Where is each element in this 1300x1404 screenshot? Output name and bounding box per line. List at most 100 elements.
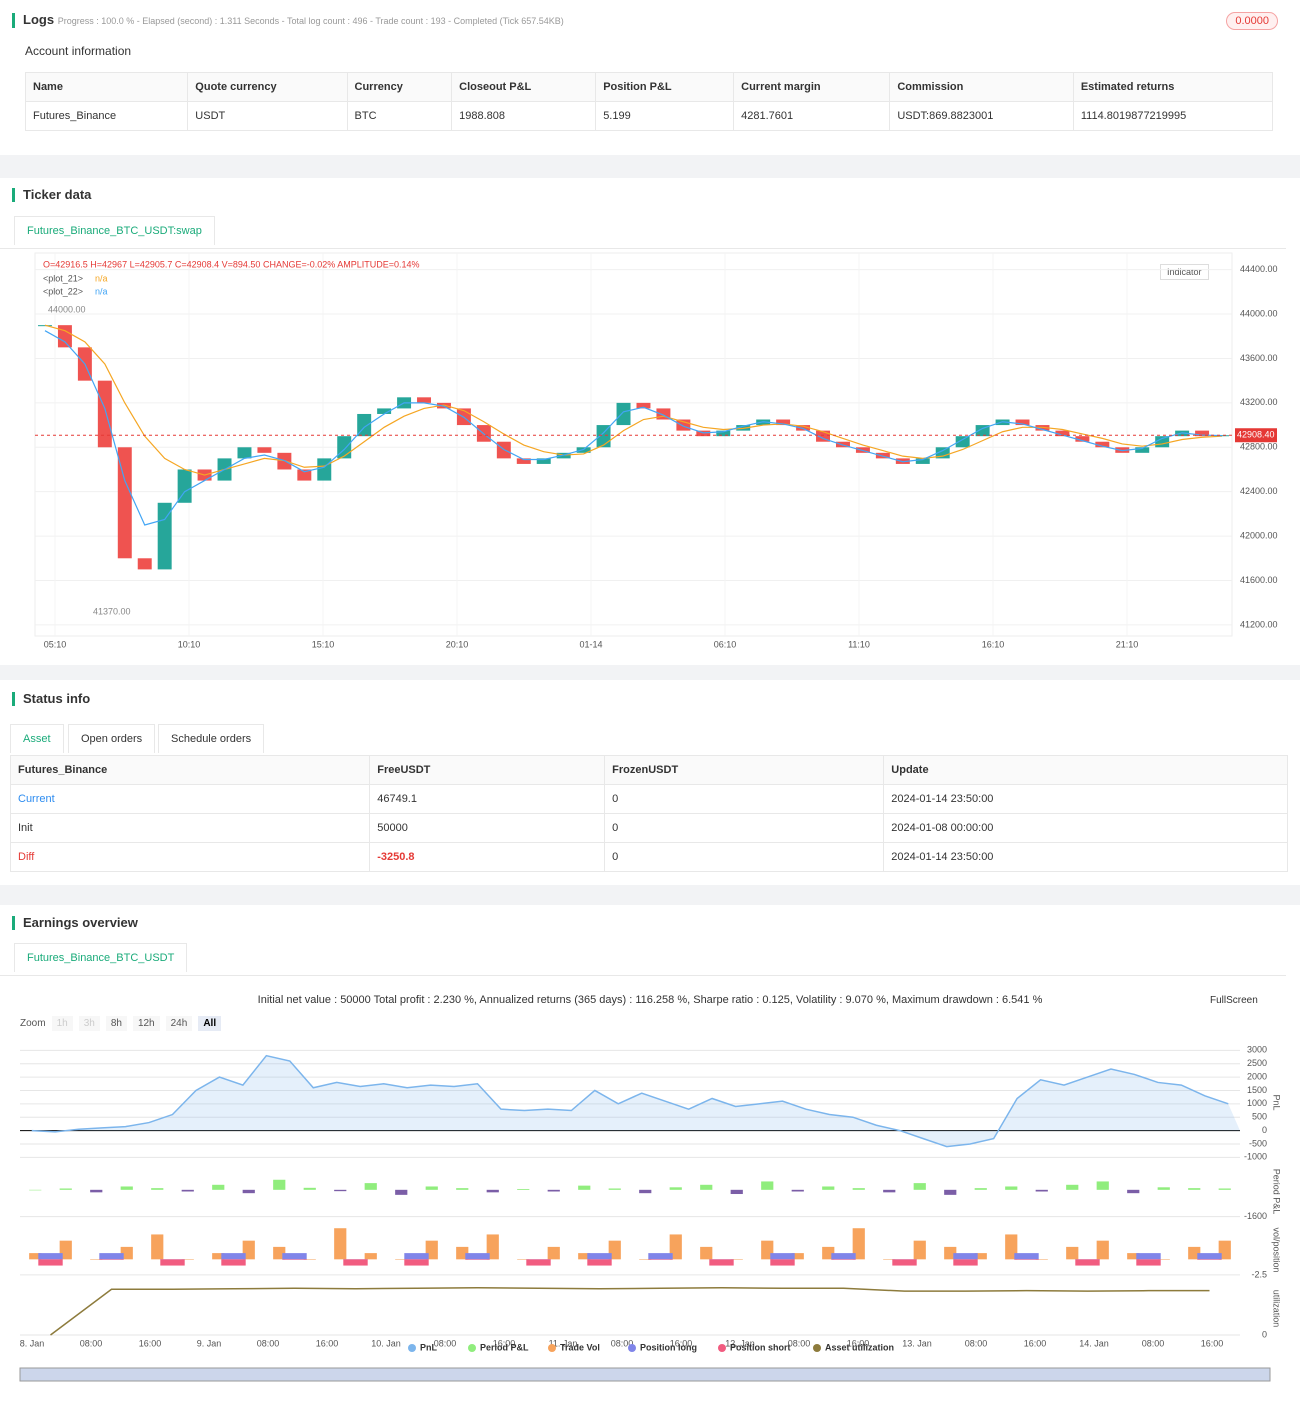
bar: [700, 1184, 713, 1190]
legend-marker: [628, 1344, 636, 1352]
y-tick-label: 41600.00: [1240, 575, 1278, 585]
axis-label: utilization: [1272, 1290, 1282, 1328]
x-tick-label: 16:00: [1201, 1338, 1224, 1348]
y-tick-label: -1600: [1244, 1211, 1267, 1221]
bar: [639, 1189, 652, 1194]
bar: [526, 1259, 551, 1266]
bar: [465, 1259, 490, 1260]
x-tick-label: 16:00: [316, 1338, 339, 1348]
bar: [1014, 1253, 1039, 1260]
legend-label[interactable]: Trade Vol: [560, 1342, 600, 1352]
bar: [273, 1179, 286, 1190]
badge: 0.0000: [1226, 12, 1278, 30]
bar: [29, 1189, 42, 1191]
bar: [709, 1259, 734, 1266]
bar: [730, 1189, 743, 1195]
legend-label[interactable]: Position long: [640, 1342, 697, 1352]
cell: Diff: [9, 842, 371, 872]
candle: [636, 402, 651, 409]
y-tick-label: 44400.00: [1240, 264, 1278, 274]
bar: [587, 1253, 612, 1260]
bar: [639, 1259, 652, 1260]
x-tick-label: 14. Jan: [1079, 1338, 1109, 1348]
bar: [38, 1253, 63, 1260]
bar: [212, 1184, 225, 1190]
bar: [486, 1189, 499, 1193]
bar: [282, 1253, 307, 1260]
y-tick-label: 0: [1262, 1125, 1267, 1135]
status-tab[interactable]: Asset: [10, 724, 64, 753]
zoom-button[interactable]: All: [198, 1016, 222, 1031]
y-tick-label: 0: [1262, 1329, 1267, 1339]
zoom-button[interactable]: 1h: [51, 1016, 73, 1031]
cell: Futures_Binance: [24, 101, 189, 131]
bar: [1005, 1234, 1018, 1260]
legend-label[interactable]: Asset utilization: [825, 1342, 894, 1352]
candle: [616, 402, 631, 426]
ticker-section: Ticker data Futures_Binance_BTC_USDT:swa…: [0, 178, 1300, 665]
x-tick-label: 9. Jan: [197, 1338, 222, 1348]
row: Futures_Binance USDT BTC 1988.808 5.199 4281.…: [24, 101, 1274, 131]
bar: [669, 1234, 682, 1260]
legend-marker: [813, 1344, 821, 1352]
bar: [770, 1259, 795, 1266]
candle: [536, 458, 551, 464]
cell: -3250.8: [369, 842, 606, 872]
y-tick-label: -500: [1249, 1138, 1267, 1148]
candle: [177, 469, 192, 503]
earnings-chart: 3000 2500 2000 1500 1000 500 0 -500 -1000 PnL -160…: [19, 1045, 1282, 1382]
column-header: Quote currency: [187, 72, 348, 102]
row: Diff -3250.8 0 2024-01-14 23:50:00: [9, 842, 1288, 872]
bar: [669, 1187, 682, 1190]
price-chart: 41200.00 41600.00 42000.00 42400.00 42800.00…: [34, 252, 1278, 649]
cell: USDT:869.8823001: [889, 101, 1074, 131]
bar: [700, 1246, 713, 1260]
bar: [974, 1253, 987, 1260]
bar: [1127, 1189, 1140, 1194]
earnings-tab[interactable]: Futures_Binance_BTC_USDT: [14, 943, 188, 972]
fullscreen[interactable]: FullScreen: [1210, 995, 1258, 1006]
candle: [1075, 436, 1090, 442]
indicator-button[interactable]: Indicator: [1160, 264, 1209, 280]
zoom-button[interactable]: 24h: [165, 1016, 193, 1031]
legend-label[interactable]: Position short: [730, 1342, 791, 1352]
column-header: Closeout P&L: [451, 72, 597, 102]
bar: [1157, 1187, 1170, 1190]
zoom-button[interactable]: 3h: [78, 1016, 100, 1031]
legend-label[interactable]: PnL: [420, 1342, 438, 1352]
cell: Current: [9, 784, 371, 814]
utilization-line: [50, 1287, 1210, 1336]
status-tab[interactable]: Open orders: [68, 724, 156, 753]
bar: [587, 1259, 612, 1266]
bar: [160, 1259, 185, 1266]
x-tick-label: 15:10: [312, 639, 335, 649]
bar: [831, 1253, 856, 1260]
bar: [334, 1189, 347, 1192]
ticker-tab[interactable]: Futures_Binance_BTC_USDT:swap: [14, 216, 215, 245]
bar: [343, 1259, 368, 1266]
bar: [404, 1259, 429, 1266]
earnings-section: Earnings overview Futures_Binance_BTC_US…: [0, 905, 1300, 1404]
summary: Initial net value : 50000 Total profit :…: [257, 994, 1043, 1006]
logs-status: Progress : 100.0 % - Elapsed (second) : …: [57, 16, 564, 26]
bar: [90, 1259, 103, 1260]
bar: [1188, 1188, 1201, 1190]
candle: [816, 430, 831, 442]
bar: [1197, 1259, 1222, 1260]
status-section: Status info Asset Open orders Schedule ord…: [0, 680, 1300, 885]
bar: [404, 1253, 429, 1260]
bar: [578, 1253, 591, 1260]
zoom-button[interactable]: 8h: [105, 1016, 127, 1031]
area-fill: [20, 1055, 1240, 1147]
legend-marker: [468, 1344, 476, 1352]
x-tick-label: 16:00: [139, 1338, 162, 1348]
x-tick-label: 11:10: [848, 639, 870, 649]
bar: [1197, 1253, 1222, 1260]
bar: [974, 1188, 987, 1190]
status-tab[interactable]: Schedule orders: [158, 724, 265, 753]
zoom-button[interactable]: 12h: [132, 1016, 160, 1031]
bar: [1014, 1259, 1039, 1260]
legend-label[interactable]: Period P&L: [480, 1342, 529, 1352]
bar: [120, 1186, 133, 1190]
bar: [1035, 1189, 1048, 1192]
